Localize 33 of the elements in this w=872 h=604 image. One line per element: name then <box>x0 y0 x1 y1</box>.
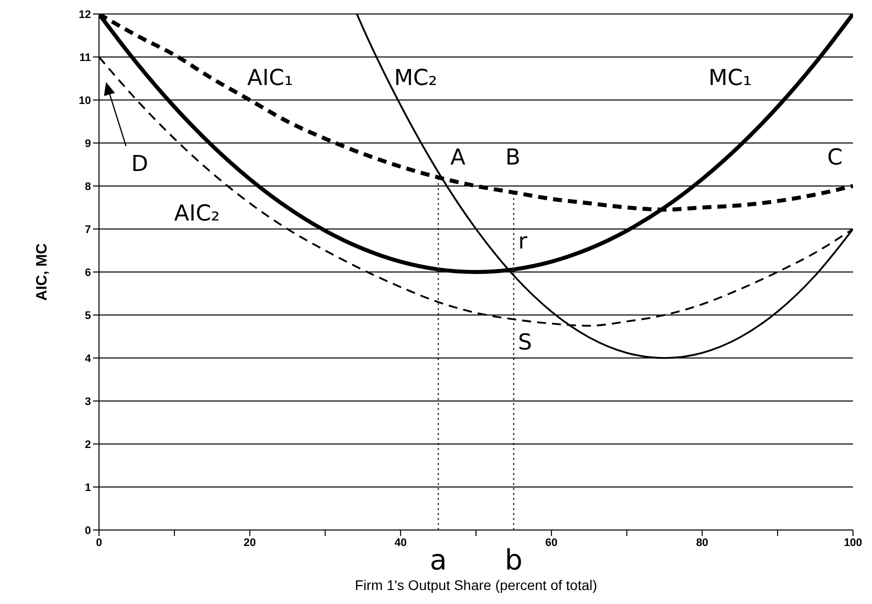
annotation: r <box>518 229 528 254</box>
annotation: MC₂ <box>394 66 438 91</box>
y-tick-label: 9 <box>84 138 91 150</box>
y-tick-label: 12 <box>78 8 91 21</box>
x-tick-label: 80 <box>696 536 708 549</box>
annotation: S <box>518 330 532 356</box>
y-tick-label: 6 <box>84 266 91 279</box>
text: a <box>430 544 447 576</box>
y-tick-label: 0 <box>84 524 91 537</box>
x-tick-label: 0 <box>96 536 102 549</box>
y-tick-label: 11 <box>79 52 91 64</box>
annotation: A <box>450 146 466 171</box>
y-tick-label: 7 <box>84 224 91 236</box>
y-tick-label: 8 <box>84 180 91 193</box>
text: b <box>504 544 523 576</box>
x-axis-title: Firm 1's Output Share (percent of total) <box>354 576 598 593</box>
annotation: AIC₁ <box>247 66 294 91</box>
x-tick-label: 20 <box>244 536 256 549</box>
x-tick-label: 40 <box>394 536 407 549</box>
annotation: D <box>131 152 148 177</box>
x-tick-label: 100 <box>844 536 862 549</box>
y-tick-label: 5 <box>84 310 91 322</box>
annotation: B <box>505 146 520 171</box>
y-tick-label: 1 <box>84 482 91 494</box>
y-tick-label: 3 <box>84 396 91 408</box>
x-tick-label: 60 <box>545 536 558 549</box>
annotation: AIC₂ <box>174 201 220 226</box>
y-tick-label: 4 <box>84 352 92 365</box>
annotation: C <box>827 146 843 171</box>
y-tick-label: 2 <box>84 438 91 451</box>
annotation: MC₁ <box>708 66 752 91</box>
y-axis-title: AIC, MC <box>33 243 50 301</box>
y-tick-label: 10 <box>78 94 91 107</box>
